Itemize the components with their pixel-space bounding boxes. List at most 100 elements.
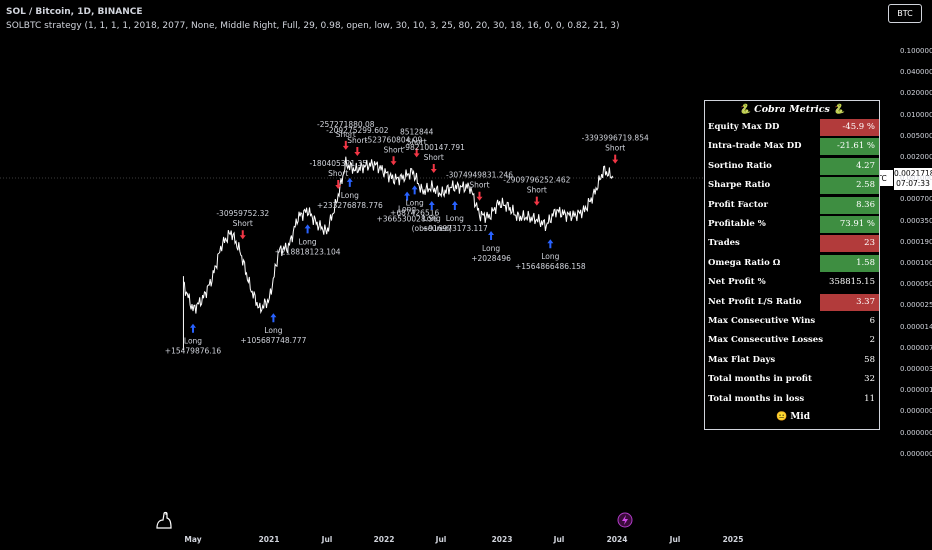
cobra-metric-label: Total months in profit xyxy=(708,374,812,385)
short-arrow xyxy=(239,230,246,240)
cobra-metric-label: Sortino Ratio xyxy=(708,160,772,171)
x-tick-label: 2022 xyxy=(373,535,395,544)
signal-type-label: Long xyxy=(482,244,500,253)
cobra-row: Net Profit L/S Ratio 3.37 xyxy=(705,293,881,312)
cobra-row: Max Consecutive Losses 2 xyxy=(705,331,881,350)
signal-value-label: +1564866486.158 xyxy=(515,262,586,271)
y-tick-label: 0.0000001 xyxy=(900,449,932,458)
short-arrow xyxy=(476,191,483,201)
short-arrow xyxy=(335,180,342,190)
short-signal: Short-3074949831.246 xyxy=(446,171,513,201)
signal-value-label: +218818123.104 xyxy=(275,247,341,256)
cobra-metric-value: 11 xyxy=(864,393,875,404)
signal-value-label: +687426516 xyxy=(390,208,439,217)
x-tick-label: May xyxy=(184,535,202,544)
signal-value-label: -982100147.791 xyxy=(403,143,466,152)
last-price-label: 0.0021718 07:07:33 xyxy=(894,168,932,190)
cobra-metric-label: Net Profit % xyxy=(708,277,766,288)
signal-type-label: Long xyxy=(341,191,359,200)
long-signal: Long+233276878.776 xyxy=(317,177,383,210)
cobra-row: Sortino Ratio 4.27 xyxy=(705,157,881,176)
candle-countdown: 07:07:33 xyxy=(896,179,930,188)
long-arrow xyxy=(547,239,554,249)
signal-type-label: Short xyxy=(527,186,547,195)
strategy-legend[interactable]: SOLBTC strategy (1, 1, 1, 1, 2018, 2077,… xyxy=(6,21,620,31)
short-arrow xyxy=(612,154,619,164)
cobra-row: Intra-trade Max DD -21.61 % xyxy=(705,137,881,156)
last-price-value: 0.0021718 xyxy=(894,169,932,178)
long-arrow xyxy=(451,201,458,211)
signal-value-label: -523760804.09 xyxy=(365,135,423,144)
chart-symbol-title[interactable]: SOL / Bitcoin, 1D, BINANCE xyxy=(6,7,143,17)
x-tick-label: Jul xyxy=(435,535,447,544)
cobra-metric-value: 23 xyxy=(820,235,879,253)
signal-type-label: Short xyxy=(407,137,427,146)
cobra-metric-value: 8.36 xyxy=(820,196,879,214)
signal-type-label: Long xyxy=(398,205,416,214)
cobra-metrics-table: 🐍 Cobra Metrics 🐍 Equity Max DD -45.9 % In… xyxy=(704,100,880,430)
cobra-metric-value: 4.27 xyxy=(820,157,879,175)
long-arrow xyxy=(428,201,435,211)
cobra-metric-label: Omega Ratio Ω xyxy=(708,257,781,268)
long-signal: Long(obscured) xyxy=(412,201,452,233)
cobra-row: Sharpe Ratio 2.58 xyxy=(705,176,881,195)
cobra-row: Max Consecutive Wins 6 xyxy=(705,312,881,331)
signal-type-label: Short xyxy=(233,219,253,228)
tradingview-dino-icon[interactable] xyxy=(154,510,174,530)
cobra-metric-value: 358815.15 % xyxy=(829,277,875,304)
long-signal: Long+15479876.16 xyxy=(165,323,221,356)
cobra-metric-value: 2.58 xyxy=(820,177,879,195)
short-signal: Short-523760804.09 xyxy=(365,135,423,166)
cobra-row: Omega Ratio Ω 1.58 xyxy=(705,254,881,273)
signal-value-label: -3393996719.854 xyxy=(582,134,649,143)
short-arrow xyxy=(354,147,361,157)
long-arrow xyxy=(270,313,277,323)
long-signal: Long+1564866486.158 xyxy=(515,239,586,271)
currency-button[interactable]: BTC xyxy=(888,4,922,23)
long-arrow xyxy=(190,323,196,333)
signal-type-label: Short xyxy=(383,145,403,154)
signal-type-label: Long xyxy=(406,198,424,207)
long-signal: Long+687426516 xyxy=(390,185,439,217)
short-arrow xyxy=(390,156,397,166)
signal-value-label: -30959752.32 xyxy=(216,209,269,218)
signal-value-label: +916973173.117 xyxy=(422,224,488,233)
signal-type-label: Long xyxy=(423,214,441,223)
x-tick-label: 2024 xyxy=(606,535,628,544)
cobra-metric-value: 58 xyxy=(864,354,875,365)
cobra-metric-label: Intra-trade Max DD xyxy=(708,141,802,152)
lightning-event-icon[interactable] xyxy=(617,512,633,528)
short-arrow xyxy=(533,196,540,206)
cobra-row: Total months in profit 32 xyxy=(705,370,881,389)
long-arrow xyxy=(488,231,495,241)
signal-value-label: -209275299.602 xyxy=(326,126,389,135)
short-signal: Short-2909796252.462 xyxy=(503,176,571,206)
signal-type-label: Long xyxy=(541,252,559,261)
signal-type-label: Long xyxy=(299,237,317,246)
cobra-metric-label: Profit Factor xyxy=(708,199,768,210)
long-arrow xyxy=(404,191,411,201)
signal-value-label: +233276878.776 xyxy=(317,201,383,210)
cobra-verdict: 😐 Mid xyxy=(775,412,810,422)
cobra-row: Profit Factor 8.36 xyxy=(705,196,881,215)
cobra-metric-value: 1.58 xyxy=(820,254,879,272)
y-tick-label: 0.0000008 xyxy=(900,407,932,416)
x-tick-label: Jul xyxy=(553,535,565,544)
long-signal: Long+105687748.777 xyxy=(240,313,307,345)
cobra-metric-label: Max Consecutive Losses xyxy=(708,335,823,346)
cobra-metric-label: Trades xyxy=(708,238,740,249)
signal-value-label: -180405321.35 xyxy=(309,159,367,168)
cobra-metric-value: 2 xyxy=(869,335,875,346)
cobra-row: Profitable % 73.91 % xyxy=(705,215,881,234)
short-signal: Short-30959752.32 xyxy=(216,209,269,240)
